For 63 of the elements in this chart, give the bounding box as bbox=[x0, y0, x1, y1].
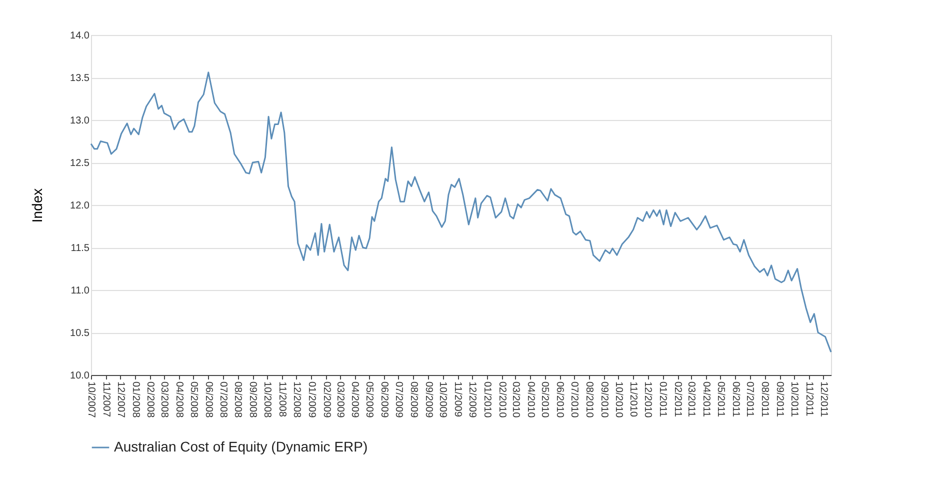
x-tick-label: 06/2011 bbox=[730, 382, 741, 418]
y-tick-label: 11.0 bbox=[70, 286, 90, 296]
x-tick-label: 01/2009 bbox=[306, 382, 317, 418]
x-tick-label: 05/2008 bbox=[188, 382, 199, 418]
x-tick-label: 09/2008 bbox=[247, 382, 258, 418]
x-tick-label: 02/2009 bbox=[320, 382, 332, 418]
x-tick-label: 10/2009 bbox=[437, 382, 448, 418]
y-tick-label: 13.5 bbox=[70, 73, 90, 84]
x-tick-label: 10/2007 bbox=[86, 382, 96, 418]
x-tick-label: 08/2008 bbox=[232, 382, 244, 418]
y-tick-label: 10.0 bbox=[70, 370, 90, 382]
y-tick-label: 10.5 bbox=[70, 328, 90, 339]
line-series bbox=[90, 72, 832, 353]
legend-label: Australian Cost of Equity (Dynamic ERP) bbox=[114, 438, 368, 454]
x-tick-label: 12/2008 bbox=[290, 382, 302, 418]
x-tick-label: 07/2009 bbox=[392, 382, 404, 418]
x-tick-label: 05/2010 bbox=[539, 382, 550, 418]
x-tick-label: 03/2008 bbox=[158, 382, 170, 418]
y-tick-label: 14.0 bbox=[70, 30, 90, 42]
x-tick-label: 01/2008 bbox=[130, 382, 141, 418]
x-tick-label: 09/2011 bbox=[774, 382, 786, 418]
x-tick-label: 07/2011 bbox=[744, 382, 756, 418]
x-tick-label: 10/2010 bbox=[612, 382, 624, 418]
x-tick-label: 04/2009 bbox=[349, 382, 360, 418]
x-tick-label: 12/2007 bbox=[114, 382, 126, 418]
x-tick-label: 11/2011 bbox=[803, 382, 814, 417]
x-tick-label: 08/2011 bbox=[759, 382, 770, 418]
y-tick-label: 11.5 bbox=[70, 243, 90, 254]
x-tick-label: 11/2008 bbox=[276, 382, 288, 418]
x-tick-label: 06/2008 bbox=[202, 382, 214, 418]
x-tick-label: 02/2011 bbox=[672, 382, 684, 418]
x-tick-label: 07/2008 bbox=[217, 382, 228, 418]
x-tick-label: 06/2009 bbox=[378, 382, 390, 418]
x-tick-label: 02/2008 bbox=[144, 382, 156, 418]
x-tick-label: 04/2008 bbox=[174, 382, 185, 418]
y-tick-label: 13.0 bbox=[70, 116, 90, 126]
x-tick-label: 11/2007 bbox=[100, 382, 112, 418]
x-tick-label: 03/2009 bbox=[334, 382, 346, 418]
x-tick-label: 04/2011 bbox=[700, 382, 712, 418]
x-tick-label: 04/2010 bbox=[524, 382, 536, 418]
x-tick-label: 11/2010 bbox=[628, 382, 639, 418]
x-tick-label: 08/2009 bbox=[408, 382, 419, 418]
x-tick-label: 11/2009 bbox=[452, 382, 464, 418]
x-tick-label: 12/2010 bbox=[642, 382, 654, 418]
x-tick-label: 05/2011 bbox=[714, 382, 726, 418]
x-tick-label: 10/2011 bbox=[788, 382, 800, 418]
y-tick-label: 12.0 bbox=[70, 200, 90, 212]
x-tick-label: 12/2011 bbox=[818, 382, 829, 418]
x-tick-label: 01/2010 bbox=[481, 382, 492, 418]
x-tick-label: 09/2009 bbox=[422, 382, 434, 418]
x-tick-label: 01/2011 bbox=[657, 382, 668, 418]
x-tick-label: 03/2011 bbox=[685, 382, 696, 418]
x-tick-label: 09/2010 bbox=[598, 382, 610, 418]
x-tick-label: 10/2008 bbox=[262, 382, 273, 418]
y-tick-label: 12.5 bbox=[70, 158, 90, 169]
x-tick-label: 12/2009 bbox=[466, 382, 478, 418]
x-tick-label: 03/2010 bbox=[510, 382, 521, 418]
y-axis-title: Index bbox=[29, 188, 46, 223]
x-tick-label: 08/2010 bbox=[583, 382, 594, 418]
x-tick-label: 02/2010 bbox=[496, 382, 508, 418]
x-tick-label: 07/2010 bbox=[568, 382, 580, 418]
x-tick-label: 06/2010 bbox=[554, 382, 566, 418]
x-tick-label: 05/2009 bbox=[364, 382, 375, 418]
